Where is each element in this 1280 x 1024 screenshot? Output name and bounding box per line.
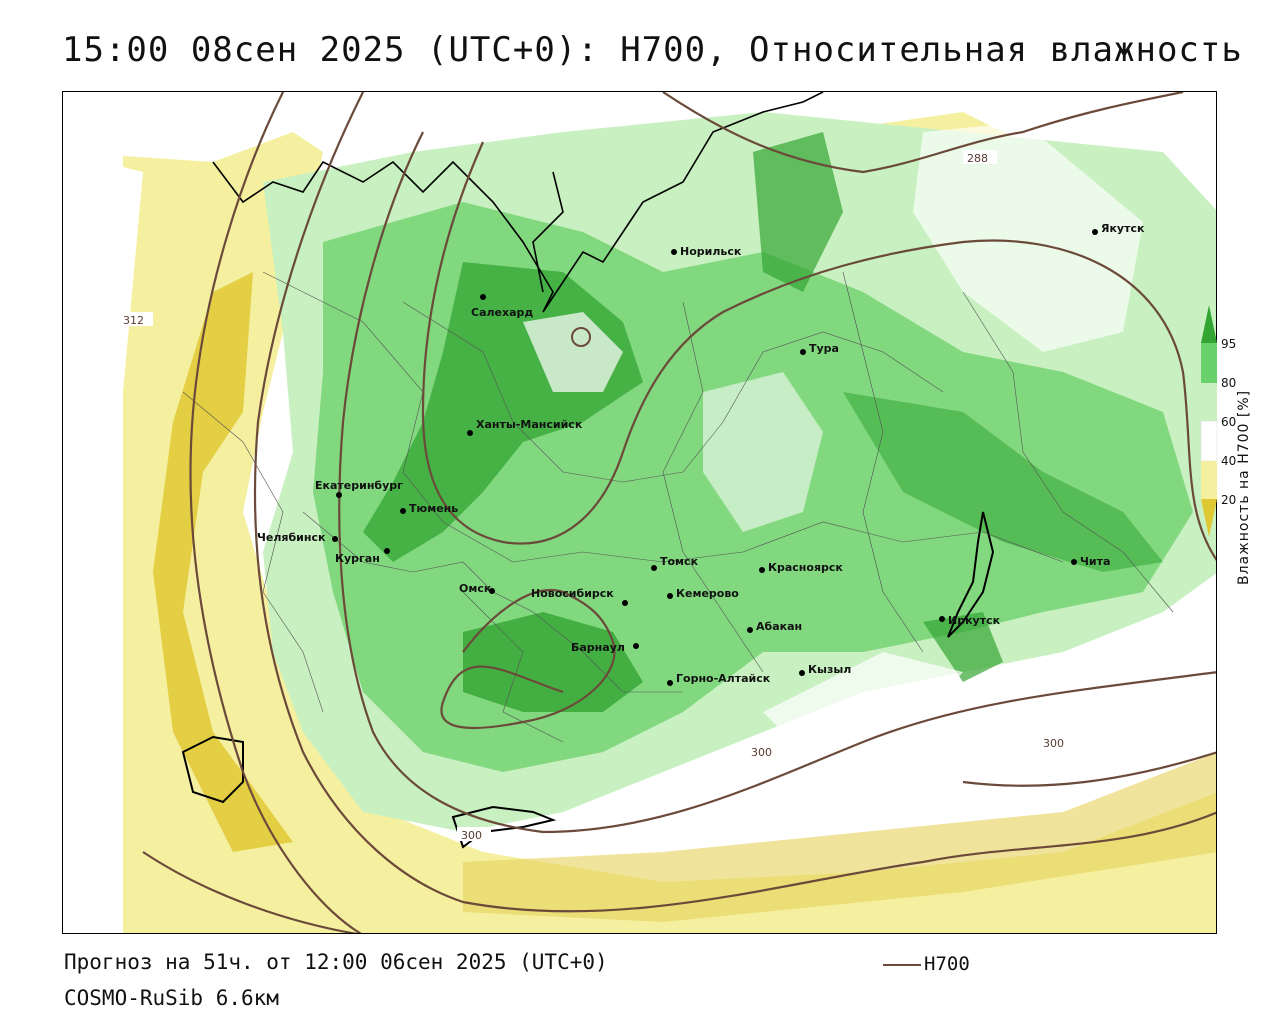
iso-label-288: 288 xyxy=(967,152,988,165)
lake-baikal xyxy=(947,511,995,638)
iso-label-300-b-bg xyxy=(1039,735,1073,749)
city-label-tomsk: Томск xyxy=(660,555,699,568)
map-title: 15:00 08сен 2025 (UTC+0): H700, Относите… xyxy=(62,30,1243,70)
iso-label-312-bg xyxy=(119,312,153,326)
aral-sea xyxy=(181,735,244,804)
city-dot-chita xyxy=(1071,559,1077,565)
city-label-yakutsk: Якутск xyxy=(1101,222,1145,235)
isoline-small-loop xyxy=(571,327,591,347)
city-label-omsk: Омск xyxy=(459,582,492,595)
city-label-tura: Тура xyxy=(809,342,839,355)
isoline-labels: 312 288 300 300 300 xyxy=(119,150,1073,842)
iso-label-300-a-bg xyxy=(747,744,781,758)
dry-zone-west-dark xyxy=(153,272,293,852)
city-label-chita: Чита xyxy=(1080,555,1110,568)
city-dot-norilsk xyxy=(671,249,677,255)
city-label-gorno-altaysk: Горно-Алтайск xyxy=(676,672,771,685)
city-label-ekaterinburg: Екатеринбург xyxy=(315,479,403,492)
humidity-map: 312 288 300 300 300 Норильск Салехард Як… xyxy=(63,92,1216,933)
city-dot-gorno-altaysk xyxy=(667,680,673,686)
model-name: COSMO-RuSib 6.6км xyxy=(64,986,279,1010)
clear-zone-north xyxy=(523,312,623,392)
legend-line-label: H700 xyxy=(924,953,970,975)
city-dot-ekaterinburg xyxy=(336,492,342,498)
city-label-novosibirsk: Новосибирск xyxy=(531,587,614,600)
city-label-norilsk: Норильск xyxy=(680,245,742,258)
colorbar-band-40-20 xyxy=(1201,461,1217,499)
colorbar-tick-20: 20 xyxy=(1221,493,1237,507)
dry-zone-south xyxy=(463,752,1216,922)
city-label-chelyabinsk: Челябинск xyxy=(257,531,326,544)
city-label-kurgan: Курган xyxy=(335,552,380,565)
city-dot-irkutsk xyxy=(939,616,945,622)
city-label-khanty-mansiysk: Ханты-Мансийск xyxy=(476,418,583,431)
region-borders xyxy=(182,271,1174,743)
moist-zone-dark-irkutsk xyxy=(923,612,1003,682)
city-dot-yakutsk xyxy=(1092,229,1098,235)
city-dot-novosibirsk xyxy=(622,600,628,606)
colorbar-arrow-bottom xyxy=(1201,499,1217,537)
iso-label-312: 312 xyxy=(123,314,144,327)
city-dot-omsk xyxy=(489,588,495,594)
map-area[interactable]: 312 288 300 300 300 Норильск Салехард Як… xyxy=(62,91,1217,934)
iso-label-300-b: 300 xyxy=(1043,737,1064,750)
city-label-abakan: Абакан xyxy=(756,620,802,633)
colorbar-tick-40: 40 xyxy=(1221,454,1237,468)
city-dot-tyumen xyxy=(400,508,406,514)
city-label-kyzyl: Кызыл xyxy=(808,663,851,676)
city-markers: Норильск Салехард Якутск Тура Ханты-Манс… xyxy=(257,222,1145,686)
city-dot-chelyabinsk xyxy=(332,536,338,542)
city-dot-khanty-mansiysk xyxy=(467,430,473,436)
outside-domain-nw xyxy=(63,92,303,162)
colorbar-band-60-40 xyxy=(1200,420,1218,462)
clear-zone-east xyxy=(913,122,1143,352)
colorbar-band-95-80 xyxy=(1201,343,1217,383)
moist-zone-dark-east xyxy=(843,392,1163,572)
city-dot-tomsk xyxy=(651,565,657,571)
clear-zone-center xyxy=(703,372,823,532)
clear-zone-southeast xyxy=(763,652,963,772)
city-label-krasnoyarsk: Красноярск xyxy=(768,561,843,574)
iso-label-300-c: 300 xyxy=(461,829,482,842)
ob-gulf xyxy=(532,171,564,293)
iso-label-300-a: 300 xyxy=(751,746,772,759)
city-dot-kemerovo xyxy=(667,593,673,599)
city-dot-kurgan xyxy=(384,548,390,554)
iso-label-300-c-bg xyxy=(457,827,491,841)
city-dot-salekhard xyxy=(480,294,486,300)
iso-label-288-bg xyxy=(963,150,997,164)
legend-line-swatch xyxy=(883,964,921,966)
city-dot-tura xyxy=(800,349,806,355)
city-label-barnaul: Барнаул xyxy=(571,641,625,654)
city-dot-barnaul xyxy=(633,643,639,649)
arctic-coast xyxy=(212,92,824,313)
moist-zone-dark-tura xyxy=(753,132,843,292)
lake-balkhash xyxy=(451,805,557,849)
city-label-kemerovo: Кемерово xyxy=(676,587,739,600)
colorbar-arrow-top xyxy=(1201,305,1217,343)
city-dot-kyzyl xyxy=(799,670,805,676)
city-label-irkutsk: Иркутск xyxy=(948,614,1001,627)
humidity-colorbar xyxy=(1200,305,1218,537)
city-label-salekhard: Салехард xyxy=(471,306,533,319)
city-dot-abakan xyxy=(747,627,753,633)
colorbar-band-80-60 xyxy=(1201,383,1217,421)
forecast-info: Прогноз на 51ч. от 12:00 06сен 2025 (UTC… xyxy=(64,950,608,974)
city-label-tyumen: Тюмень xyxy=(409,502,458,515)
h700-isolines xyxy=(142,92,1216,933)
city-dot-krasnoyarsk xyxy=(759,567,765,573)
colorbar-tick-95: 95 xyxy=(1221,337,1237,351)
colorbar-tick-60: 60 xyxy=(1221,415,1237,429)
colorbar-tick-80: 80 xyxy=(1221,376,1237,390)
colorbar-title: Влажность на H700 [%] xyxy=(1236,389,1252,585)
